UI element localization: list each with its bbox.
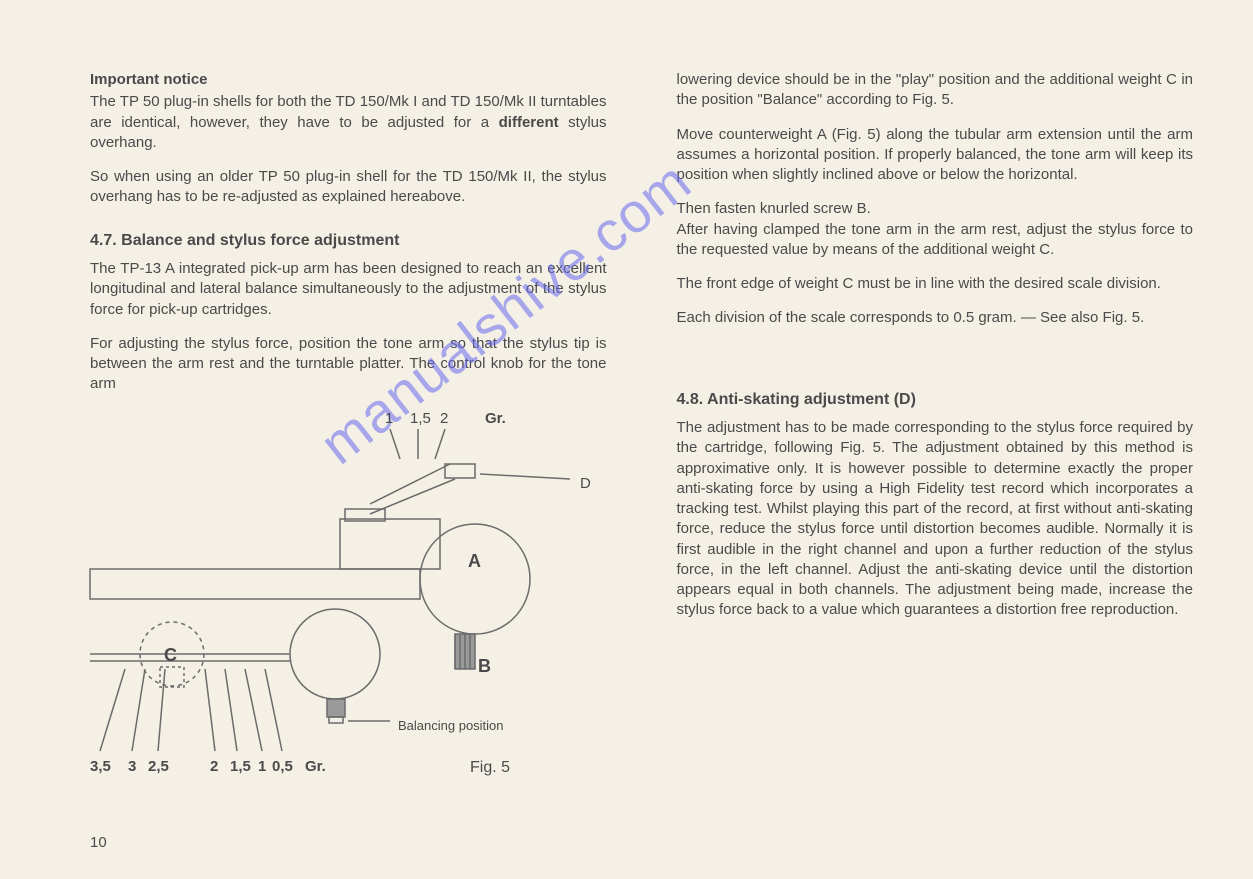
fig5-bot-2: 2 (210, 757, 218, 777)
right-paragraph-5: Each division of the scale corresponds t… (677, 308, 1194, 328)
fig5-top-scale-gr: Gr. (485, 409, 506, 429)
fig5-label-c: C (164, 643, 177, 667)
fig5-top-scale-2: 2 (440, 409, 448, 429)
right-column: lowering device should be in the "play" … (677, 70, 1194, 779)
notice-paragraph-2: So when using an older TP 50 plug-in she… (90, 167, 607, 208)
section-4-7-paragraph-1: The TP-13 A integrated pick-up arm has b… (90, 259, 607, 320)
figure-5: 1 1,5 2 Gr. D A B C Balancing position 3… (90, 409, 590, 779)
section-4-8-heading: 4.8. Anti-skating adjustment (D) (677, 389, 1194, 411)
right-paragraph-3: Then fasten knurled screw B.After having… (677, 199, 1194, 260)
right-paragraph-2: Move counterweight A (Fig. 5) along the … (677, 125, 1194, 186)
important-notice-heading: Important notice (90, 70, 607, 90)
fig5-top-scale-1: 1 (385, 409, 393, 429)
left-column: Important notice The TP 50 plug-in shell… (90, 70, 607, 779)
section-4-8-paragraph-1: The adjustment has to be made correspond… (677, 418, 1194, 621)
fig5-bot-3: 3 (128, 757, 136, 777)
two-column-layout: Important notice The TP 50 plug-in shell… (90, 70, 1193, 779)
fig5-top-scale-15: 1,5 (410, 409, 431, 429)
fig5-bot-gr: Gr. (305, 757, 326, 777)
fig5-bot-15: 1,5 (230, 757, 251, 777)
right-paragraph-1: lowering device should be in the "play" … (677, 70, 1194, 111)
fig5-caption: Fig. 5 (470, 757, 510, 779)
fig5-diagram (90, 409, 590, 779)
fig5-bot-25: 2,5 (148, 757, 169, 777)
section-4-7-heading: 4.7. Balance and stylus force adjustment (90, 230, 607, 252)
fig5-bot-35: 3,5 (90, 757, 111, 777)
fig5-label-d: D (580, 474, 591, 494)
fig5-bot-1: 1 (258, 757, 266, 777)
page-number: 10 (90, 834, 107, 851)
right-paragraph-4: The front edge of weight C must be in li… (677, 274, 1194, 294)
manual-page: manualshive.com Important notice The TP … (0, 0, 1253, 879)
notice-paragraph-1: The TP 50 plug-in shells for both the TD… (90, 92, 607, 153)
fig5-label-b: B (478, 654, 491, 678)
fig5-balancing-label: Balancing position (398, 717, 504, 735)
fig5-label-a: A (468, 549, 481, 573)
section-4-7-paragraph-2: For adjusting the stylus force, position… (90, 334, 607, 395)
fig5-bot-05: 0,5 (272, 757, 293, 777)
